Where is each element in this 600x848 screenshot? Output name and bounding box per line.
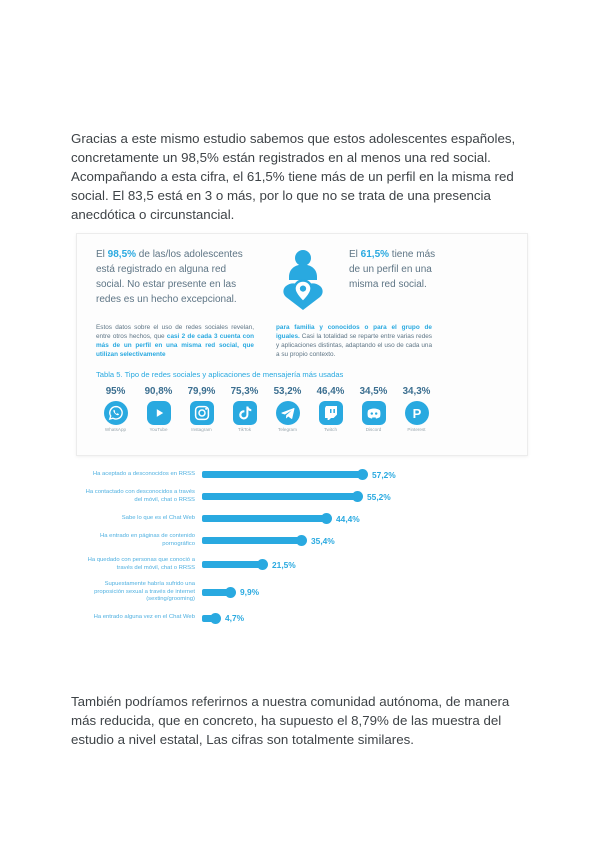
- bar: 21,5%: [202, 559, 296, 570]
- bar: 55,2%: [202, 491, 391, 502]
- network-percent: 75,3%: [230, 386, 259, 397]
- bar-value: 44,4%: [336, 513, 360, 524]
- closing-paragraph: También podríamos referirnos a nuestra c…: [71, 694, 510, 747]
- whatsapp-icon: [103, 401, 128, 425]
- bar-fill: [202, 471, 362, 478]
- network-percent: 34,5%: [359, 386, 388, 397]
- network-instagram: 79,9% Instagram: [180, 386, 223, 432]
- bar-value: 9,9%: [240, 587, 260, 598]
- bar-label: Ha entrado alguna vez en el Chat Web: [93, 614, 195, 621]
- tiktok-icon: [232, 401, 257, 425]
- bar-value: 4,7%: [225, 613, 245, 623]
- bar-fill: [202, 614, 215, 622]
- network-pinterest: 34,3% P Pinterest: [395, 386, 438, 432]
- note-left-bold: casi 2 de cada 3 cuenta con más de un pe…: [96, 333, 255, 358]
- network-percent: 46,4%: [316, 386, 345, 397]
- bar-value: 55,2%: [367, 491, 391, 502]
- stat-left-value: 98,5%: [107, 249, 137, 260]
- bar-dot: [257, 559, 268, 570]
- bar-fill: [202, 493, 357, 500]
- network-name: Twitch: [323, 427, 338, 432]
- stat-left-rest: de las/los adolescentes está registrado …: [96, 249, 243, 305]
- twitch-icon: [318, 401, 343, 425]
- telegram-icon: [275, 401, 300, 425]
- bar-dot: [357, 469, 368, 480]
- network-twitch: 46,4% Twitch: [309, 386, 352, 432]
- bar-label: Ha quedado con personas que conoció a tr…: [87, 557, 195, 571]
- network-whatsapp: 95% WhatsApp: [94, 386, 137, 432]
- svg-text:P: P: [412, 406, 421, 421]
- bar-dot: [210, 612, 221, 624]
- bar-row: Ha entrado en páginas de contenido porno…: [80, 533, 540, 548]
- network-youtube: 90,8% YouTube: [137, 386, 180, 432]
- note-right-bold: para familia y conocidos o para el grupo…: [276, 324, 432, 340]
- risk-behaviors-bar-chart: Ha aceptado a desconocidos en RRSS 57,2% H…: [80, 469, 540, 633]
- discord-icon: [361, 401, 386, 425]
- bar-fill: [202, 515, 326, 522]
- infographic-notes-row: Estos datos sobre el uso de redes social…: [77, 313, 527, 359]
- bar-row: Ha entrado alguna vez en el Chat Web 4,7%: [80, 612, 540, 624]
- network-tiktok: 75,3% TikTok: [223, 386, 266, 432]
- bar-row: Sabe lo que es el Chat Web 44,4%: [80, 513, 540, 524]
- social-networks-row: 95% WhatsApp 90,8% YouTube 79,9% Instagram 75,…: [77, 379, 527, 432]
- bar-fill: [202, 561, 262, 568]
- network-name: TikTok: [237, 427, 252, 432]
- bar-value: 57,2%: [372, 469, 396, 480]
- bar-label: Sabe lo que es el Chat Web: [121, 514, 195, 521]
- bar: 57,2%: [202, 469, 396, 480]
- network-name: Instagram: [191, 427, 212, 432]
- stat-right-value: 61,5%: [360, 249, 390, 260]
- instagram-icon: [189, 401, 214, 425]
- bar-dot: [225, 586, 236, 598]
- network-name: YouTube: [149, 427, 168, 432]
- bar-label: Ha entrado en páginas de contenido porno…: [100, 533, 195, 547]
- stat-multi-profile: El 61,5% tiene más de un perfil en una m…: [349, 247, 437, 292]
- bar: 35,4%: [202, 535, 335, 546]
- bar-fill: [202, 588, 230, 596]
- bar-value: 21,5%: [272, 559, 296, 570]
- stat-right-prefix: El: [349, 249, 361, 260]
- bar-label: Ha contactado con desconocidos a través …: [85, 489, 195, 503]
- bar-row: Ha contactado con desconocidos a través …: [80, 489, 540, 504]
- network-name: Telegram: [278, 427, 297, 432]
- network-name: WhatsApp: [104, 427, 127, 432]
- network-percent: 53,2%: [273, 386, 302, 397]
- network-name: Pinterest: [407, 427, 426, 432]
- bar-dot: [296, 535, 307, 546]
- bar: 9,9%: [202, 586, 260, 598]
- person-location-pin-icon: [270, 247, 336, 313]
- table-caption: Tabla 5. Tipo de redes sociales y aplica…: [96, 370, 344, 379]
- youtube-icon: [146, 401, 171, 425]
- bar: 44,4%: [202, 513, 360, 524]
- note-left-normal: Estos datos sobre el uso de redes social…: [96, 324, 254, 340]
- note-left: Estos datos sobre el uso de redes social…: [96, 323, 254, 359]
- bar-dot: [321, 513, 332, 524]
- network-percent: 34,3%: [402, 386, 431, 397]
- note-right: para familia y conocidos o para el grupo…: [276, 323, 432, 359]
- bar-row: Ha aceptado a desconocidos en RRSS 57,2%: [80, 469, 540, 480]
- infographic-stats-row: El 98,5% de las/los adolescentes está re…: [77, 234, 527, 313]
- network-percent: 95%: [105, 386, 126, 397]
- bar-label: Ha aceptado a desconocidos en RRSS: [92, 470, 195, 477]
- intro-paragraph: Gracias a este mismo estudio sabemos que…: [71, 131, 516, 222]
- bar-row: Supuestamente habría sufrido una proposi…: [80, 581, 540, 604]
- bar-dot: [352, 491, 363, 502]
- bar-fill: [202, 537, 301, 544]
- network-percent: 79,9%: [187, 386, 216, 397]
- bar-label: Supuestamente habría sufrido una proposi…: [94, 581, 195, 602]
- network-telegram: 53,2% Telegram: [266, 386, 309, 432]
- stat-left-prefix: El: [96, 249, 108, 260]
- note-right-normal: Casi la totalidad se reparte entre varia…: [276, 333, 432, 358]
- bar: 4,7%: [202, 612, 245, 624]
- network-percent: 90,8%: [144, 386, 173, 397]
- network-name: Discord: [365, 427, 382, 432]
- bar-row: Ha quedado con personas que conoció a tr…: [80, 557, 540, 572]
- infographic-panel: El 98,5% de las/los adolescentes está re…: [76, 233, 528, 456]
- stat-right-rest: tiene más de un perfil en una misma red …: [349, 249, 436, 290]
- pinterest-icon: P: [404, 401, 429, 425]
- network-discord: 34,5% Discord: [352, 386, 395, 432]
- bar-value: 35,4%: [311, 535, 335, 546]
- stat-registered: El 98,5% de las/los adolescentes está re…: [96, 247, 254, 307]
